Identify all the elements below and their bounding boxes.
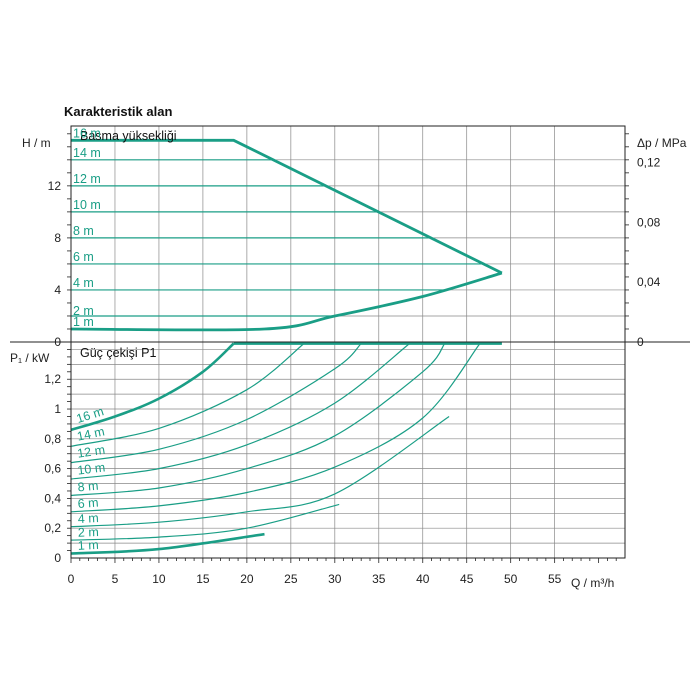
head-y-tick-label: 8 <box>54 231 61 245</box>
head-y-axis-title: H / m <box>22 136 51 150</box>
dp-tick-label: 0,12 <box>637 155 661 169</box>
head-y2-axis-title: Δp / MPa <box>637 136 687 150</box>
x-tick-label: 45 <box>460 572 474 586</box>
frame-layer <box>10 125 690 563</box>
head-y-tick-label: 4 <box>54 283 61 297</box>
power-y-tick-label: 0,8 <box>44 432 61 446</box>
power-series-label: 12 m <box>76 443 106 461</box>
power-series-label: 14 m <box>76 424 106 443</box>
dp-tick-label: 0,04 <box>637 275 661 289</box>
power-series-label: 8 m <box>77 479 99 495</box>
power-curve <box>70 343 362 464</box>
x-tick-label: 25 <box>284 572 298 586</box>
power-curve <box>70 532 265 555</box>
x-tick-label: 20 <box>240 572 254 586</box>
head-y-tick-label: 12 <box>48 179 62 193</box>
label-layer: Basma yüksekliği Güç çekişi P1 H / m Δp … <box>10 126 687 590</box>
power-curve <box>70 416 450 528</box>
head-panel-title: Basma yüksekliği <box>80 129 177 143</box>
x-tick-label: 50 <box>504 572 518 586</box>
power-y-tick-label: 0,4 <box>44 491 61 505</box>
power-series-label: 1 m <box>77 538 99 553</box>
power-y-tick-label: 0 <box>54 551 61 565</box>
x-tick-label: 35 <box>372 572 386 586</box>
head-max-curve <box>71 138 503 275</box>
head-series-label: 4 m <box>73 276 94 290</box>
head-min-curve <box>70 271 503 332</box>
power-curve <box>70 343 446 496</box>
power-curve <box>70 503 340 541</box>
dp-tick-label: 0 <box>637 335 644 349</box>
dp-tick-label: 0,08 <box>637 215 661 229</box>
x-tick-label: 0 <box>68 572 75 586</box>
x-tick-label: 10 <box>152 572 166 586</box>
head-series-label: 2 m <box>73 304 94 318</box>
x-axis-title: Q / m³/h <box>571 576 614 590</box>
power-y-tick-label: 0,6 <box>44 462 61 476</box>
head-series-label: 14 m <box>73 146 101 160</box>
head-y-tick-label: 0 <box>54 335 61 349</box>
head-series-label: 8 m <box>73 224 94 238</box>
power-curve <box>70 343 410 480</box>
x-tick-label: 30 <box>328 572 342 586</box>
head-series-label: 12 m <box>73 172 101 186</box>
power-y-tick-label: 1 <box>54 402 61 416</box>
page-title: Karakteristik alan <box>64 104 173 119</box>
head-series-label: 1 m <box>73 315 94 329</box>
power-y-tick-label: 0,2 <box>44 521 61 535</box>
power-panel-title: Güç çekişi P1 <box>80 346 156 360</box>
power-curve <box>70 342 235 432</box>
power-series-label: 10 m <box>77 460 106 477</box>
head-series-label: 6 m <box>73 250 94 264</box>
curve-layer <box>70 138 503 555</box>
x-tick-label: 55 <box>548 572 562 586</box>
power-y-tick-label: 1,2 <box>44 372 61 386</box>
head-series-label: 16 m <box>73 126 101 140</box>
power-series-label: 16 m <box>75 404 106 426</box>
power-y-axis-title: P₁ / kW <box>10 351 50 365</box>
x-tick-label: 40 <box>416 572 430 586</box>
power-series-label: 6 m <box>77 496 99 511</box>
x-tick-label: 15 <box>196 572 210 586</box>
power-series-label: 4 m <box>77 511 99 526</box>
head-series-label: 10 m <box>73 198 101 212</box>
power-series-label: 2 m <box>78 525 99 540</box>
power-curve <box>70 343 305 447</box>
power-curve <box>70 343 481 513</box>
x-tick-label: 5 <box>112 572 119 586</box>
